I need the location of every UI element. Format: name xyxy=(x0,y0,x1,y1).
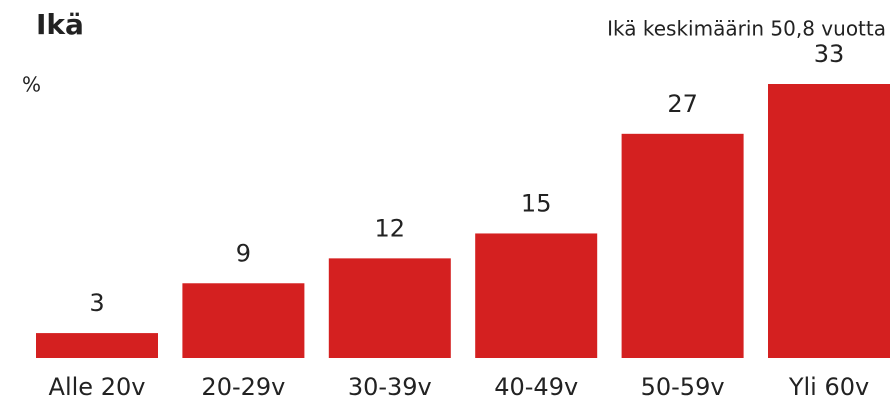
value-label: 9 xyxy=(236,239,251,267)
x-tick-label: 30-39v xyxy=(348,373,432,401)
bar xyxy=(328,258,451,358)
bar xyxy=(768,84,890,358)
chart-title: Ikä xyxy=(36,8,84,41)
x-tick-label: 40-49v xyxy=(494,373,578,401)
value-label: 3 xyxy=(89,289,104,317)
bar xyxy=(36,333,158,358)
bar xyxy=(621,133,744,358)
value-label: 15 xyxy=(521,189,552,217)
bar xyxy=(475,233,598,358)
value-label: 33 xyxy=(814,40,845,68)
y-axis-label: % xyxy=(22,73,41,97)
x-tick-label: Alle 20v xyxy=(49,373,146,401)
x-tick-label: Yli 60v xyxy=(788,373,869,401)
bar xyxy=(182,283,305,358)
value-label: 27 xyxy=(667,90,698,118)
value-label: 12 xyxy=(375,214,406,242)
x-tick-label: 50-59v xyxy=(641,373,725,401)
x-tick-label: 20-29v xyxy=(201,373,285,401)
chart-subtitle: Ikä keskimäärin 50,8 vuotta xyxy=(607,17,886,41)
